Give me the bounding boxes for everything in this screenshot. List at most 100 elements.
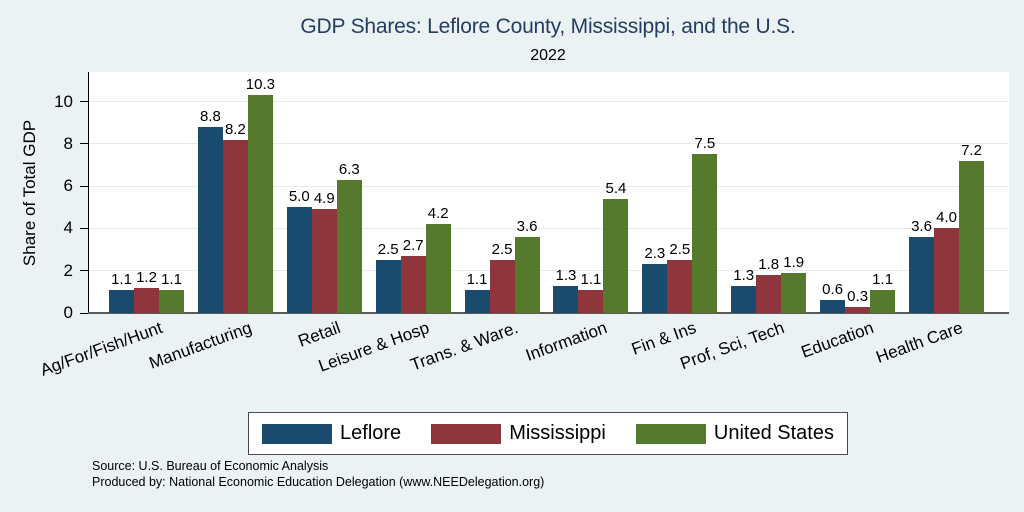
bar — [425, 224, 451, 313]
x-category-label: Ag/For/Fish/Hunt — [37, 318, 165, 380]
legend-label: Mississippi — [509, 422, 606, 444]
bar — [134, 287, 159, 313]
y-tick-label: 0 — [63, 303, 73, 322]
bar — [311, 209, 337, 313]
bar — [781, 272, 807, 313]
bar-value-label: 5.4 — [605, 179, 627, 197]
bar — [870, 289, 896, 313]
bar — [400, 255, 426, 313]
bar-value-label: 8.8 — [199, 107, 221, 125]
bar-value-label: 4.9 — [313, 190, 335, 208]
bar — [247, 95, 273, 313]
bar — [909, 236, 934, 313]
bar-value-label: 8.2 — [224, 120, 246, 138]
bar-value-label: 7.2 — [961, 141, 982, 159]
bar-value-label: 10.3 — [245, 76, 275, 94]
gridline — [89, 185, 1009, 187]
bar — [603, 198, 629, 313]
bar — [489, 260, 515, 313]
y-axis-tick — [80, 143, 88, 145]
bar-value-label: 1.8 — [758, 255, 780, 273]
bar-value-label: 6.3 — [338, 160, 360, 178]
legend-swatch — [262, 423, 333, 444]
bar-value-label: 1.1 — [466, 270, 488, 288]
bar — [286, 207, 312, 313]
bar-value-label: 1.2 — [136, 268, 157, 286]
bar-value-label: 2.3 — [644, 245, 666, 263]
bar — [667, 260, 693, 313]
bar — [959, 160, 984, 313]
legend-entry: United States — [635, 422, 834, 444]
bar-value-label: 1.3 — [733, 266, 755, 284]
y-tick-label: 6 — [63, 176, 73, 196]
chart-subtitle: 2022 — [530, 47, 566, 64]
y-tick-label: 10 — [54, 91, 73, 111]
bar-value-label: 2.7 — [402, 236, 424, 254]
gridline — [89, 101, 1009, 103]
y-tick-label: 8 — [63, 133, 73, 153]
bar — [692, 154, 718, 313]
y-axis-tick — [80, 312, 88, 314]
bar — [336, 179, 362, 313]
legend-swatch — [635, 423, 706, 444]
bar — [159, 289, 184, 313]
bar — [642, 264, 668, 313]
x-category-label: Information — [523, 318, 610, 365]
bar — [553, 285, 579, 313]
source-note: Source: U.S. Bureau of Economic Analysis… — [92, 458, 544, 490]
gridline — [89, 227, 1009, 229]
x-category-label: Health Care — [873, 318, 965, 367]
bar — [934, 228, 959, 313]
bar-value-label: 7.5 — [694, 135, 716, 153]
bar-value-label: 1.1 — [872, 270, 894, 288]
y-axis-tick — [80, 270, 88, 272]
bar-value-label: 3.6 — [911, 217, 932, 235]
bar-value-label: 1.1 — [161, 270, 182, 288]
y-tick-label: 2 — [63, 260, 73, 280]
y-tick-label: 4 — [63, 218, 73, 238]
bar-value-label: 2.5 — [669, 241, 691, 259]
bar-value-label: 1.9 — [783, 253, 805, 271]
bar — [464, 289, 490, 313]
y-axis-tick — [80, 185, 88, 187]
bar — [845, 306, 871, 313]
x-category-label: Retail — [295, 318, 343, 351]
legend-swatch — [431, 423, 502, 444]
legend-entry: Mississippi — [431, 423, 606, 444]
gridline — [89, 143, 1009, 145]
chart-title: GDP Shares: Leflore County, Mississippi,… — [300, 15, 796, 38]
legend-entry: Leflore — [262, 423, 401, 444]
legend-box: Leflore Mississippi United States — [248, 412, 848, 455]
plot-area: 0 2 4 6 8 10 1.1 1.2 1.1 Ag/For/Fish/Hunt 8.8 8.2 10… — [38, 72, 1009, 380]
bar-value-label: 1.1 — [580, 270, 602, 288]
bar — [820, 300, 846, 313]
bar — [578, 289, 604, 313]
legend-label: United States — [713, 422, 834, 444]
bar-value-label: 4.2 — [427, 205, 449, 223]
bar-value-label: 4.0 — [936, 209, 957, 227]
bar-value-label: 1.3 — [555, 266, 577, 284]
gridline — [89, 270, 1009, 272]
legend-label: Leflore — [340, 422, 402, 444]
bar-value-label: 5.0 — [288, 188, 310, 206]
bar-value-label: 0.6 — [822, 281, 844, 299]
bar — [514, 236, 540, 313]
bar-value-label: 1.1 — [111, 270, 132, 288]
bar — [222, 139, 248, 313]
bar — [197, 126, 223, 313]
produced-by-line: Produced by: National Economic Education… — [92, 475, 545, 489]
y-axis-tick — [80, 101, 88, 103]
bar-value-label: 2.5 — [377, 241, 399, 259]
legend: Leflore Mississippi United States — [88, 412, 1008, 455]
bar-value-label: 3.6 — [516, 217, 538, 235]
x-category-label: Education — [798, 318, 877, 362]
y-axis-tick — [80, 227, 88, 229]
bar-value-label: 0.3 — [847, 287, 869, 305]
source-line: Source: U.S. Bureau of Economic Analysis — [92, 459, 329, 473]
bar — [375, 260, 401, 313]
bar — [756, 274, 782, 313]
x-axis-line — [88, 312, 1009, 314]
bar — [731, 285, 757, 313]
bar — [109, 289, 134, 313]
